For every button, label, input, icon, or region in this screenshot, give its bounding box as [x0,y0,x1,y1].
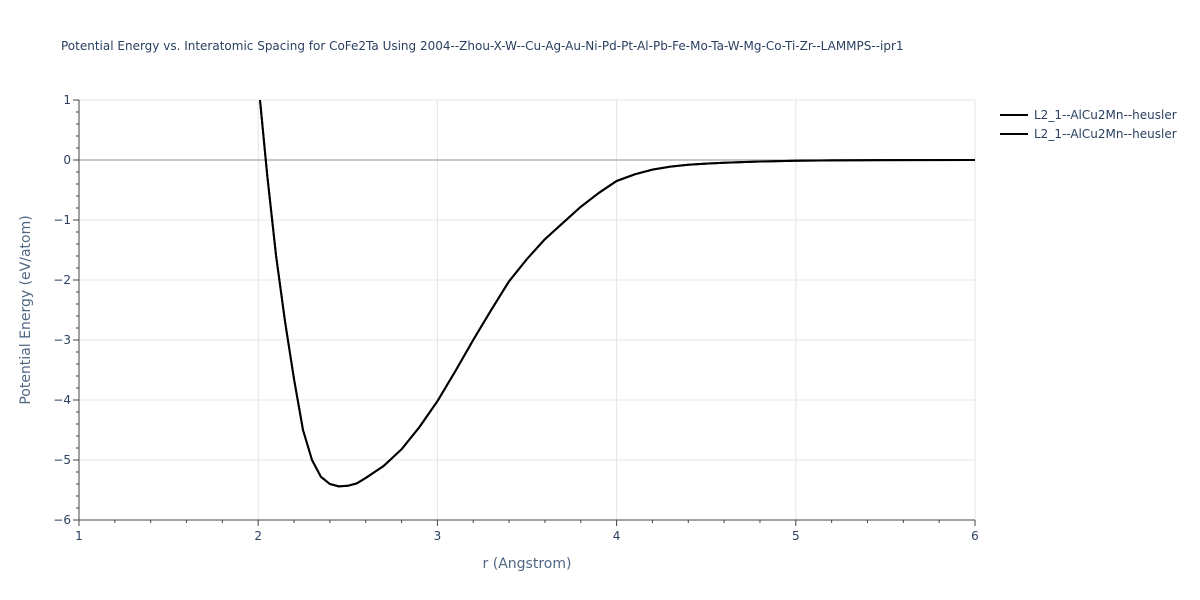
x-tick-label: 6 [971,529,979,543]
tick-labels: 1 2 3 4 5 6 1 0 −1 −2 −3 −4 −5 −6 [53,93,979,543]
x-tick-label: 2 [254,529,262,543]
x-tick-label: 5 [792,529,800,543]
legend-item[interactable]: L2_1--AlCu2Mn--heusler [1000,108,1177,122]
y-tick-label: −2 [53,273,71,287]
y-tick-label: 1 [63,93,71,107]
axes [73,99,976,526]
x-axis-title: r (Angstrom) [483,556,572,572]
x-tick-label: 4 [613,529,621,543]
x-tick-label: 3 [434,529,442,543]
y-tick-label: 0 [63,153,71,167]
x-tick-label: 1 [75,529,83,543]
series-line-1[interactable] [259,99,975,488]
y-tick-label: −4 [53,393,71,407]
legend-item[interactable]: L2_1--AlCu2Mn--heusler [1000,127,1177,141]
chart-title: Potential Energy vs. Interatomic Spacing… [61,39,904,53]
y-tick-label: −5 [53,453,71,467]
y-tick-label: −1 [53,213,71,227]
y-tick-label: −3 [53,333,71,347]
legend-label: L2_1--AlCu2Mn--heusler [1034,108,1177,122]
legend[interactable]: L2_1--AlCu2Mn--heusler L2_1--AlCu2Mn--heu… [1000,108,1177,141]
y-tick-label: −6 [53,513,71,527]
series-lines [259,99,975,488]
legend-label: L2_1--AlCu2Mn--heusler [1034,127,1177,141]
series-line-2[interactable] [259,99,975,488]
grid-lines [79,99,976,520]
y-axis-title: Potential Energy (eV/atom) [18,215,34,404]
